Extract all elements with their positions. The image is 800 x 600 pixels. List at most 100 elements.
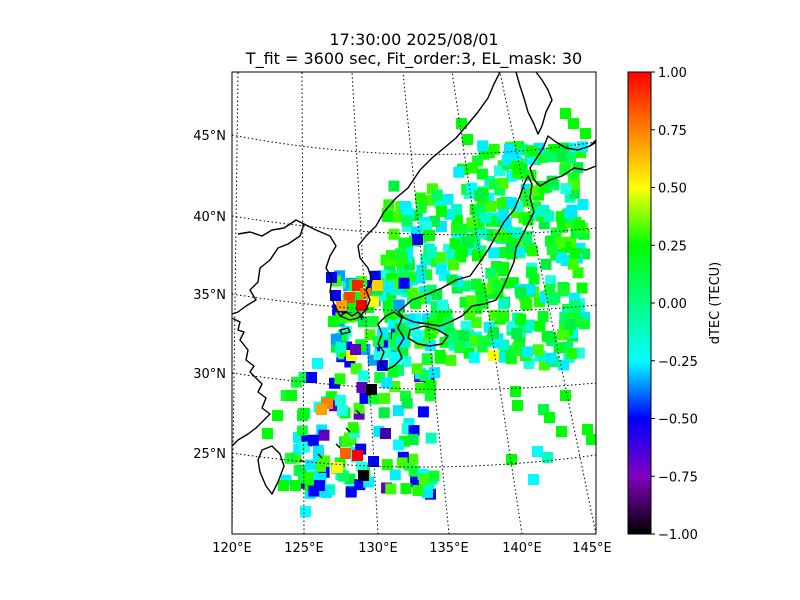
dtec-pixel <box>521 189 533 201</box>
dtec-pixel <box>569 179 581 191</box>
dtec-pixel <box>384 261 396 273</box>
dtec-pixel <box>347 301 359 313</box>
dtec-pixel <box>320 486 332 498</box>
dtec-pixel <box>517 144 529 156</box>
dtec-pixel <box>400 483 412 495</box>
dtec-pixel <box>506 454 517 465</box>
dtec-pixel <box>389 352 401 364</box>
dtec-pixel <box>373 349 385 361</box>
dtec-pixel <box>468 352 480 364</box>
dtec-pixel <box>418 473 430 485</box>
dtec-pixel <box>456 118 467 129</box>
dtec-pixel <box>549 292 561 304</box>
dtec-pixel <box>538 359 550 371</box>
dtec-pixel <box>511 327 523 339</box>
coastline-kyushu <box>377 311 405 371</box>
plot-title-time: 17:30:00 2025/08/01 <box>329 30 499 49</box>
dtec-pixel <box>388 180 400 192</box>
dtec-pixel <box>420 254 432 266</box>
dtec-pixel <box>533 142 545 154</box>
dtec-pixel <box>425 246 437 258</box>
dtec-pixel <box>397 451 409 463</box>
dtec-pixel <box>507 277 519 289</box>
dtec-pixel <box>372 280 383 291</box>
dtec-pixel <box>410 313 422 325</box>
dtec-pixel <box>579 311 591 323</box>
dtec-pixel <box>453 166 465 178</box>
coastline-honshu <box>397 175 535 327</box>
dtec-pixel <box>523 357 535 369</box>
dtec-pixel <box>418 286 430 298</box>
dtec-pixel <box>460 320 472 332</box>
dtec-pixel <box>411 363 423 375</box>
dtec-pixel <box>477 140 489 152</box>
dtec-pixel <box>492 337 504 349</box>
dtec-pixel <box>314 480 325 491</box>
dtec-pixel <box>330 290 341 301</box>
dtec-pixel <box>395 248 407 260</box>
dtec-pixel <box>466 217 478 229</box>
dtec-pixel <box>506 236 518 248</box>
dtec-pixel <box>296 465 308 477</box>
dtec-pixel <box>347 422 359 434</box>
dtec-pixel <box>488 143 500 155</box>
dtec-pixel <box>487 230 499 242</box>
dtec-pixel <box>434 252 446 264</box>
dtec-pixel <box>520 183 532 195</box>
dtec-pixel <box>412 330 424 342</box>
dtec-pixel <box>533 296 545 308</box>
dtec-pixel <box>407 453 419 465</box>
dtec-pixel <box>425 432 437 444</box>
dtec-pixel <box>402 243 414 255</box>
dtec-pixel <box>509 344 521 356</box>
dtec-pixel <box>379 392 391 404</box>
dtec-pixel <box>410 476 422 488</box>
dtec-pixel <box>572 162 584 174</box>
dtec-pixel <box>466 182 478 194</box>
dtec-pixel <box>485 335 497 347</box>
dtec-pixel <box>359 392 371 404</box>
dtec-pixel <box>368 296 379 307</box>
dtec-pixel <box>513 163 525 175</box>
dtec-pixel <box>428 215 440 227</box>
colorbar-tick-label: 1.00 <box>658 66 687 81</box>
dtec-pixel <box>556 150 568 162</box>
dtec-pixel <box>568 118 579 129</box>
dtec-pixel <box>472 250 484 262</box>
dtec-pixel <box>404 313 416 325</box>
dtec-pixel <box>420 221 432 233</box>
lat-label-45n: 45°N <box>193 129 226 144</box>
dtec-pixel <box>459 296 471 308</box>
dtec-pixel <box>562 341 574 353</box>
dtec-pixel <box>302 472 314 484</box>
dtec-pixel <box>498 310 510 322</box>
lon-label-145e: 145°E <box>572 541 612 556</box>
dtec-pixel <box>396 457 408 469</box>
dtec-pixel <box>290 452 302 464</box>
dtec-pixel <box>575 147 587 159</box>
dtec-pixel <box>388 228 400 240</box>
dtec-pixel <box>373 425 385 437</box>
dtec-pixel <box>355 443 367 455</box>
dtec-pixel <box>462 236 474 248</box>
dtec-pixel <box>555 211 567 223</box>
dtec-pixel <box>498 351 510 363</box>
dtec-pixel <box>316 404 327 415</box>
dtec-pixel <box>383 281 395 293</box>
dtec-pixel <box>393 439 405 451</box>
dtec-pixel <box>540 258 552 270</box>
dtec-pixel <box>490 260 502 272</box>
dtec-pixel <box>356 461 368 473</box>
dtec-pixel <box>402 207 414 219</box>
dtec-pixel <box>306 372 317 383</box>
dtec-pixel <box>286 390 297 401</box>
dtec-pixel <box>559 157 571 169</box>
dtec-pixel <box>353 402 365 414</box>
dtec-pixel <box>336 300 347 311</box>
colorbar-tick-label: 0.00 <box>658 297 687 312</box>
dtec-pixel <box>500 217 512 229</box>
lat-axis-labels: 25°N 30°N 35°N 40°N 45°N <box>193 129 226 462</box>
dtec-pixel <box>532 344 544 356</box>
dtec-pixel <box>455 251 467 263</box>
dtec-pixel <box>430 311 442 323</box>
